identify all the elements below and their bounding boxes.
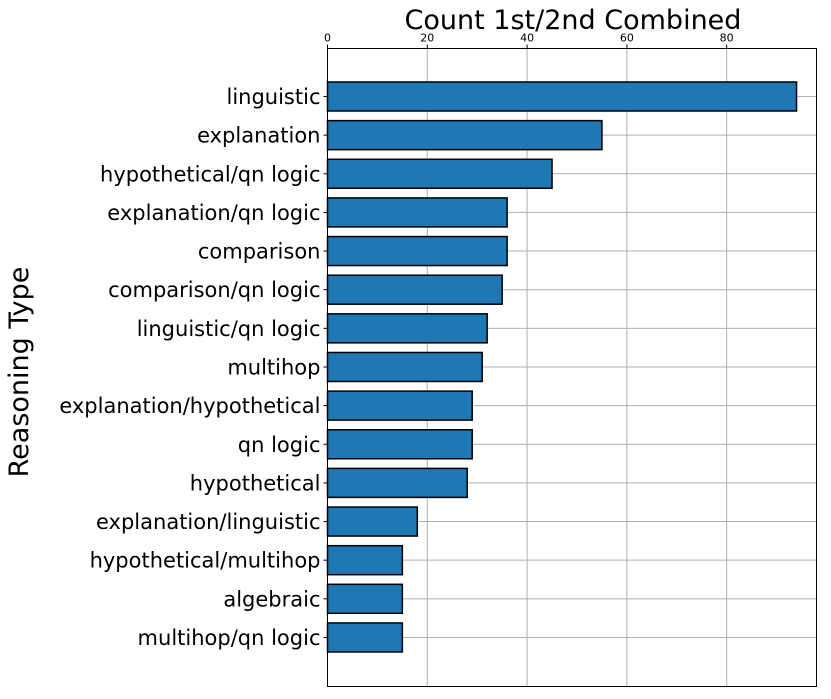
y-tick-label: linguistic [226, 85, 320, 109]
bar-1 [326, 119, 603, 151]
x-tick-label: 40 [520, 32, 534, 45]
plot-frame [327, 48, 817, 687]
y-tick-label: hypothetical [190, 471, 321, 495]
x-tick-label: 0 [324, 32, 331, 45]
y-tick-label: comparison [198, 240, 321, 264]
bar-5 [326, 274, 503, 305]
bar-10 [326, 467, 468, 499]
x-tick-label: 20 [420, 32, 434, 45]
y-tick-label: multihop [227, 355, 320, 379]
y-tick-label: hypothetical/qn logic [100, 162, 320, 186]
bar-8 [326, 390, 473, 421]
y-tick-label: explanation/linguistic [96, 510, 321, 534]
y-tick-label: explanation [197, 124, 320, 148]
bar-4 [326, 235, 508, 267]
y-tick-label: comparison/qn logic [108, 278, 320, 302]
bar-7 [326, 351, 483, 383]
bar-11 [326, 506, 419, 537]
bar-6 [326, 313, 488, 344]
y-tick-label: algebraic [223, 587, 320, 611]
bars-layer [326, 81, 798, 653]
y-tick-label: hypothetical/multihop [90, 549, 321, 573]
x-tick-label: 80 [720, 32, 734, 45]
chart-title: Count 1st/2nd Combined [405, 5, 742, 36]
y-axis-ticks: linguistic explanation hypothetical/qn log… [59, 85, 328, 650]
y-tick-label: linguistic/qn logic [137, 317, 321, 341]
bar-0 [326, 81, 798, 112]
x-tick-label: 60 [620, 32, 634, 45]
bar-14 [326, 622, 404, 653]
y-tick-label: explanation/hypothetical [59, 394, 320, 418]
y-axis-label: Reasoning Type [4, 267, 35, 478]
bar-2 [326, 158, 553, 190]
bar-9 [326, 429, 473, 460]
bar-13 [326, 583, 404, 615]
y-tick-label: qn logic [238, 433, 321, 457]
bar-12 [326, 544, 404, 576]
bar-3 [326, 197, 508, 228]
y-tick-label: explanation/qn logic [107, 201, 320, 225]
x-axis-ticks: 0 20 40 60 80 [324, 32, 734, 49]
y-tick-label: multihop/qn logic [138, 626, 321, 650]
